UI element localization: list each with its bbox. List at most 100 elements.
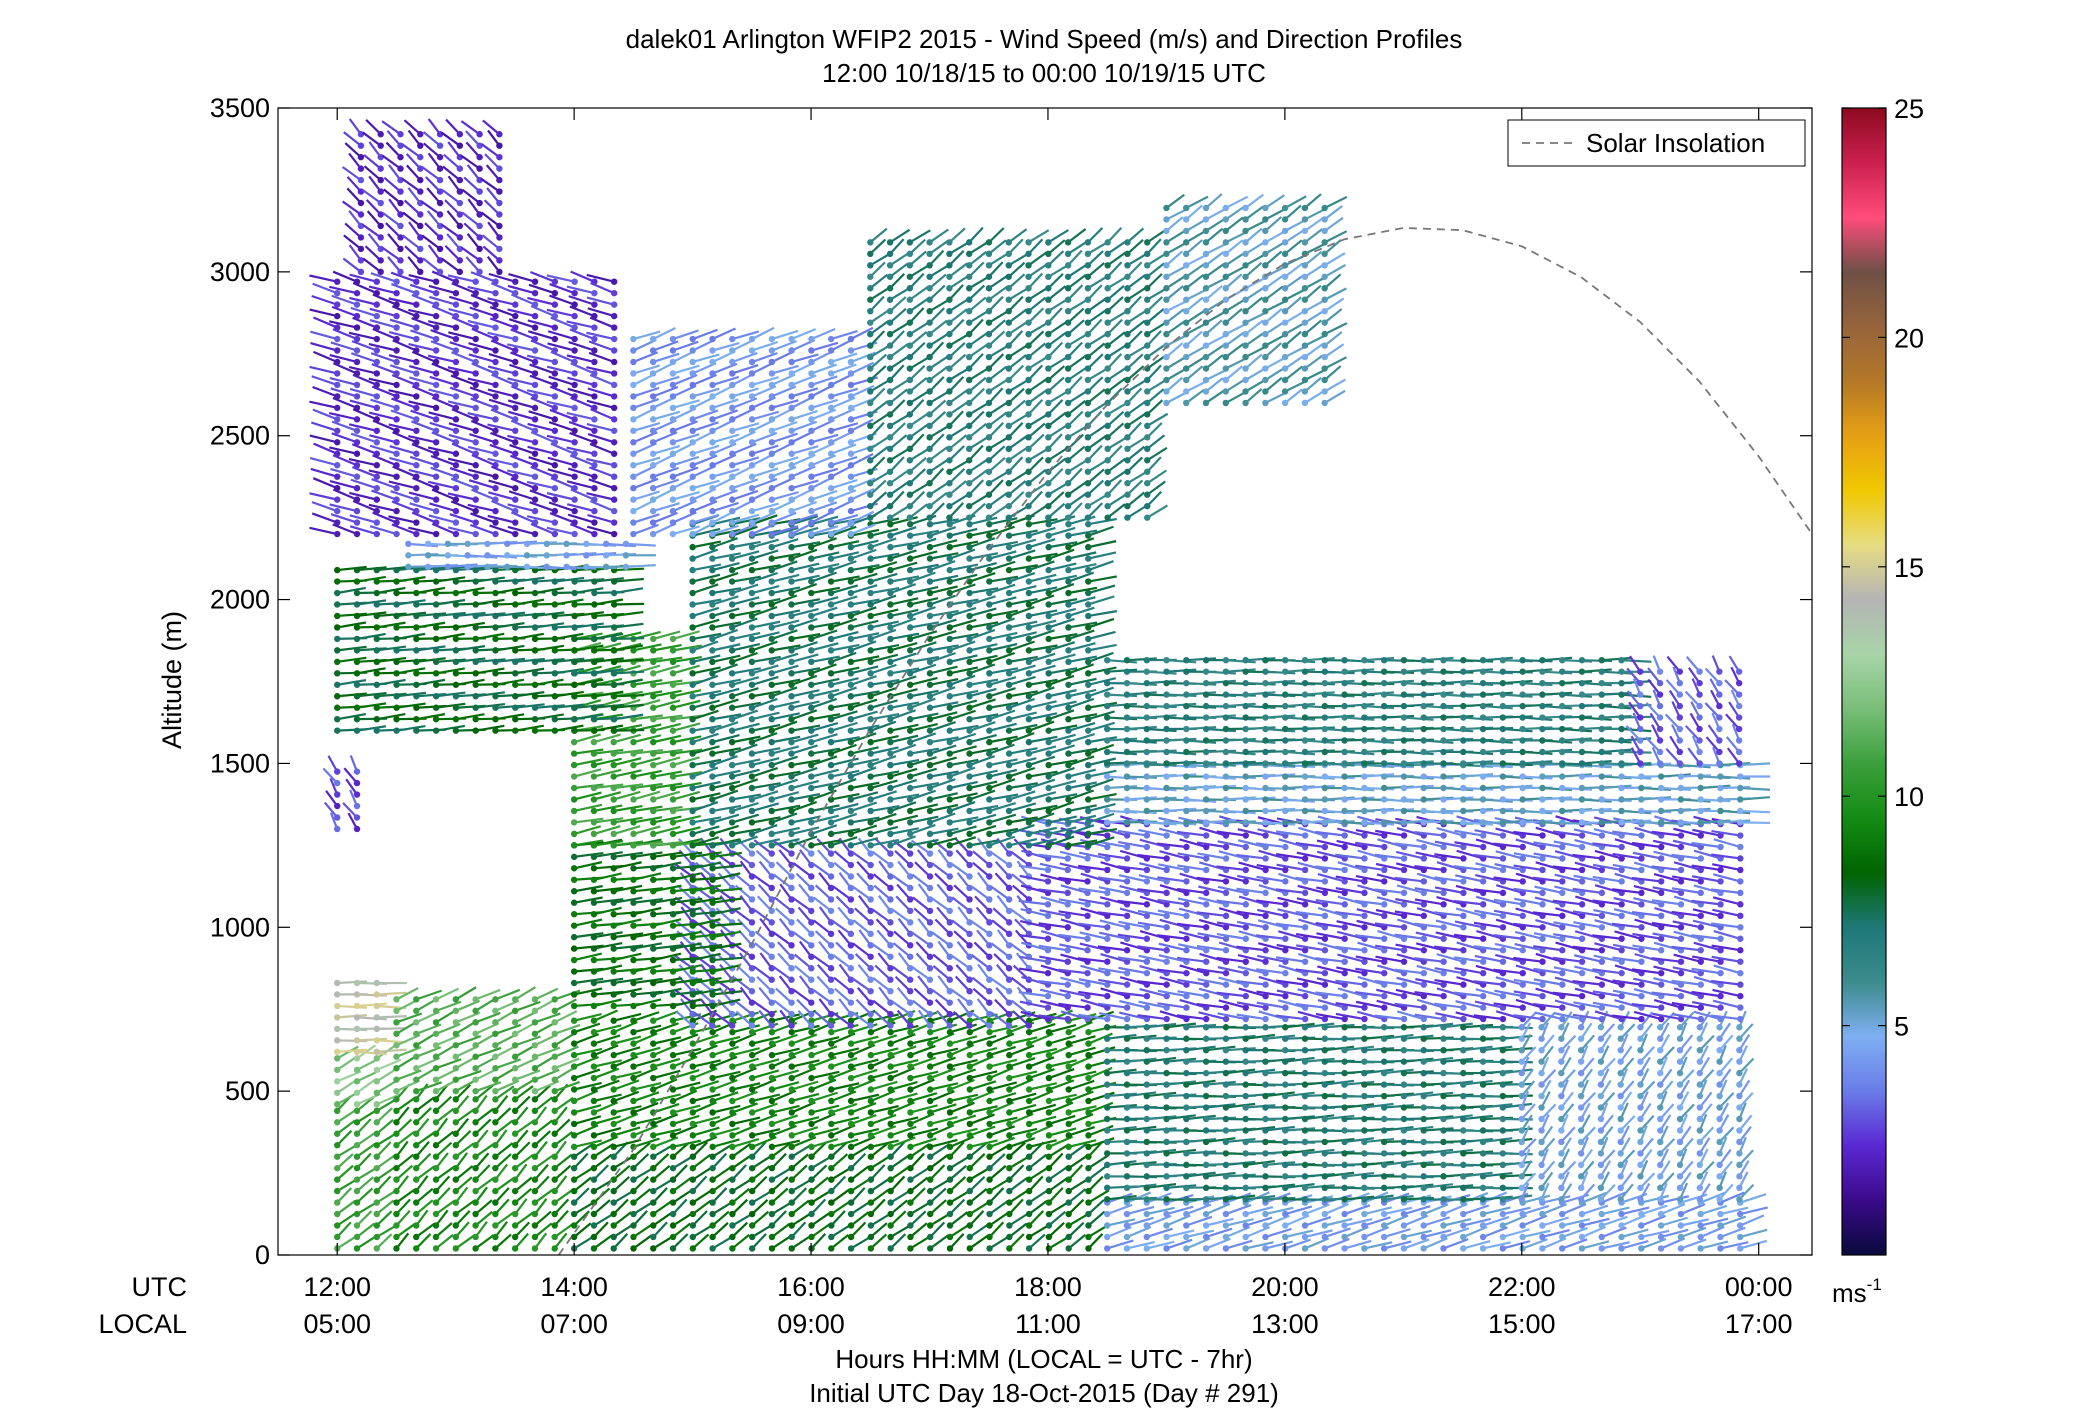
wind-barb-dot [1518, 1046, 1525, 1054]
wind-barb-dot [1717, 1245, 1724, 1252]
wind-barb-dot [590, 1245, 598, 1252]
wind-barb [810, 1189, 833, 1204]
wind-barb-dot [906, 896, 914, 903]
wind-barb [1166, 1080, 1197, 1086]
wind-barb-dot [966, 1028, 973, 1036]
wind-barb [790, 1164, 808, 1181]
wind-barb-dot [709, 1063, 716, 1070]
wind-barb-dot [1045, 1063, 1053, 1070]
wind-barb-dot [986, 907, 993, 915]
wind-barb [771, 1047, 800, 1057]
wind-barb [751, 1136, 777, 1148]
wind-barb-dot [847, 1143, 855, 1151]
wind-barb-dot [887, 1176, 894, 1183]
wind-barb-dot [1341, 832, 1348, 839]
wind-barb [356, 1118, 372, 1135]
wind-barb-dot [1064, 947, 1071, 954]
wind-barb-dot [650, 1074, 657, 1082]
wind-barb-dot [1657, 1104, 1664, 1111]
wind-barb-dot [1301, 1233, 1309, 1241]
wind-barb [1048, 1152, 1064, 1169]
wind-barb-dot [1183, 1046, 1190, 1054]
wind-barb-dot [373, 1142, 380, 1149]
wind-barb-dot [1597, 1196, 1605, 1203]
wind-barb [593, 1067, 620, 1080]
wind-barb [1403, 1091, 1434, 1098]
wind-barb-dot [1341, 969, 1348, 977]
wind-barb-dot [1005, 976, 1013, 983]
wind-barb-dot [1202, 1210, 1210, 1218]
wind-barb-dot [927, 1187, 934, 1195]
wind-barb-dot [590, 1143, 598, 1151]
wind-barb [1680, 1238, 1707, 1250]
wind-barb-dot [1301, 1069, 1309, 1077]
wind-barb-dot [393, 1042, 400, 1049]
wind-barb-dot [650, 1245, 657, 1252]
wind-barb-dot [413, 1187, 420, 1195]
wind-barb [554, 1057, 580, 1070]
wind-barb-dot [630, 1017, 637, 1024]
wind-barb-dot [887, 1017, 894, 1024]
wind-barb [1383, 1214, 1409, 1227]
wind-barb [1225, 1034, 1256, 1040]
wind-barb [612, 1198, 629, 1215]
wind-barb-dot [768, 987, 775, 995]
wind-barb-dot [1597, 1127, 1605, 1134]
wind-barb-dot [1538, 1035, 1545, 1042]
wind-barb-dot [531, 1130, 539, 1137]
wind-barb-dot [1301, 1184, 1309, 1192]
wind-barb [1641, 1194, 1669, 1204]
wind-barb [1443, 1022, 1473, 1029]
wind-barb [672, 1124, 698, 1137]
wind-barb-dot [709, 1210, 716, 1218]
wind-barb-dot [1578, 901, 1586, 908]
wind-barb [1720, 1241, 1749, 1250]
wind-barb-dot [1341, 1245, 1348, 1252]
wind-barb-dot [630, 1051, 637, 1059]
wind-barb [395, 1188, 416, 1204]
wind-barb [1068, 1154, 1089, 1170]
wind-barb [1561, 1218, 1591, 1227]
wind-barb-dot [709, 1233, 716, 1241]
wind-barb [1205, 1227, 1233, 1239]
wind-barb-dot [511, 1245, 519, 1252]
wind-barb-dot [432, 1019, 440, 1026]
wind-barb-dot [1341, 1058, 1348, 1065]
wind-barb-dot [590, 1109, 598, 1116]
wind-barb-dot [1361, 1138, 1368, 1146]
wind-barb-dot [1163, 981, 1170, 988]
wind-barb [1068, 1113, 1094, 1125]
wind-barb-dot [1143, 1024, 1150, 1031]
wind-barb-dot [1065, 1109, 1072, 1116]
wind-barb-dot [907, 1210, 914, 1218]
wind-barb-dot [1006, 1051, 1013, 1059]
wind-barb [870, 1047, 899, 1057]
wind-barb [1680, 1226, 1707, 1239]
wind-barb-dot [1143, 843, 1151, 851]
wind-barb-dot [1598, 1210, 1605, 1218]
wind-barb-dot [1696, 1173, 1704, 1180]
wind-barb-dot [1440, 1138, 1447, 1146]
wind-barb-dot [986, 1187, 993, 1195]
wind-barb-dot [1380, 1035, 1388, 1042]
wind-barb-dot [1499, 1127, 1507, 1134]
wind-barb [771, 1124, 797, 1137]
wind-barb-dot [1420, 1161, 1427, 1169]
wind-barb-dot [531, 1119, 539, 1126]
wind-barb-dot [650, 1120, 657, 1128]
wind-barb [949, 1093, 979, 1103]
wind-barb [1403, 1196, 1434, 1201]
wind-barb-dot [1123, 1104, 1131, 1111]
wind-barb [632, 1153, 650, 1169]
wind-barb-dot [531, 1187, 539, 1195]
wind-barb [989, 1125, 1016, 1137]
wind-barb [613, 1035, 642, 1045]
wind-barb [929, 1143, 951, 1158]
wind-barb-dot [1460, 1081, 1467, 1088]
wind-barb [455, 1035, 482, 1047]
wind-barb-dot [1479, 1115, 1487, 1123]
wind-barb [831, 1138, 859, 1148]
wind-barb-dot [1361, 1222, 1368, 1229]
wind-barb-dot [689, 1164, 697, 1172]
wind-barb [929, 1116, 958, 1125]
